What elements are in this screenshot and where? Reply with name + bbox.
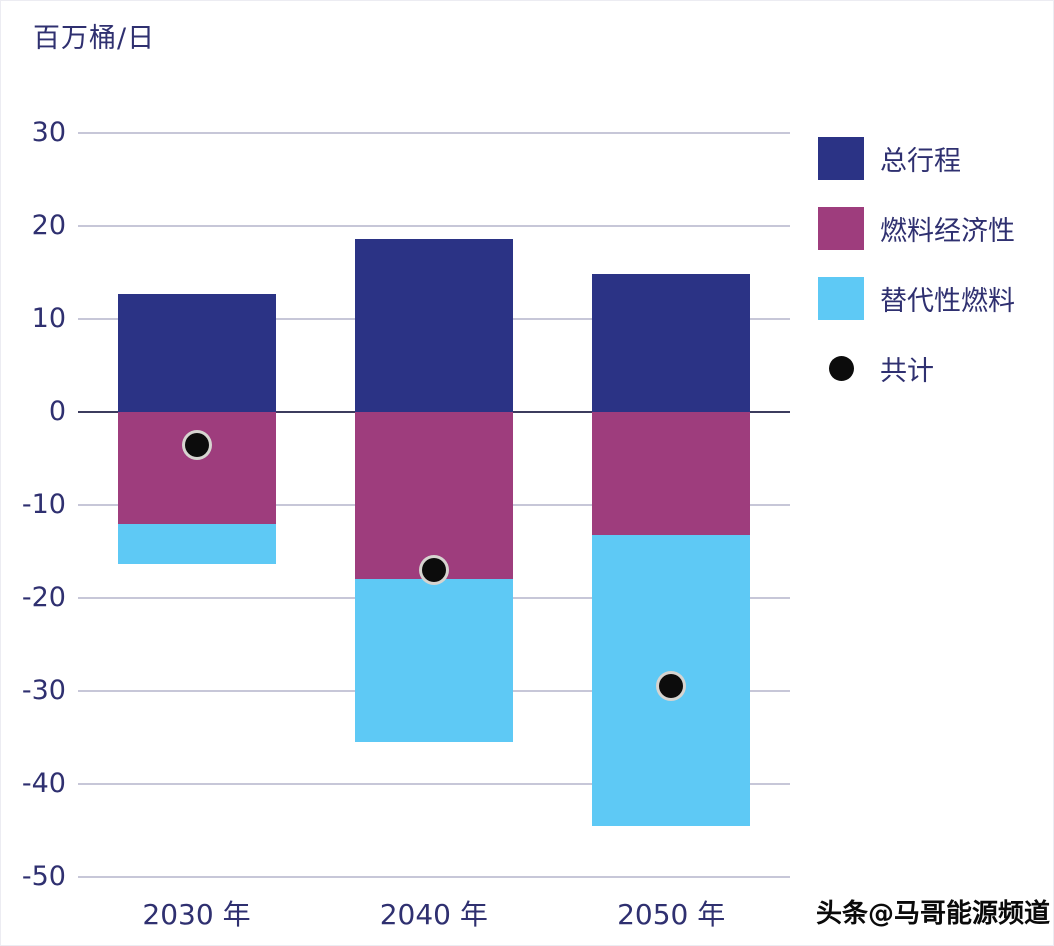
bar-segment	[117, 523, 276, 564]
legend-item-alternative-fuels: 替代性燃料	[818, 277, 1015, 320]
bar-segment	[117, 293, 276, 412]
legend-label-fuel-economy: 燃料经济性	[880, 216, 1015, 247]
y-tick-label: -20	[21, 582, 66, 613]
gridline	[78, 225, 790, 227]
legend-label-total-travel: 总行程	[880, 146, 961, 177]
y-tick-label: 10	[31, 303, 66, 334]
bar-segment	[355, 412, 513, 580]
gridline	[78, 132, 790, 134]
bar-segment	[592, 274, 751, 412]
legend: 总行程 燃料经济性 替代性燃料 共计	[818, 137, 1015, 417]
y-tick-label: 0	[48, 396, 66, 427]
legend-item-total: 共计	[818, 347, 1015, 390]
legend-item-total-travel: 总行程	[818, 137, 1015, 180]
bar-segment	[117, 412, 276, 524]
y-axis-unit-label: 百万桶/日	[33, 23, 156, 54]
legend-swatch-alternative-fuels	[818, 277, 864, 320]
x-tick-label: 2030 年	[142, 898, 251, 931]
legend-swatch-fuel-economy	[818, 207, 864, 250]
legend-label-total: 共计	[880, 356, 934, 387]
bar-segment	[355, 239, 513, 412]
total-dot	[656, 671, 687, 702]
total-dot	[419, 555, 449, 586]
legend-swatch-total-travel	[818, 137, 864, 180]
x-tick-label: 2050 年	[617, 898, 726, 931]
watermark: 头条@马哥能源频道	[815, 899, 1050, 929]
total-dot-icon	[828, 356, 854, 381]
bar-segment	[355, 579, 513, 743]
legend-item-fuel-economy: 燃料经济性	[818, 207, 1015, 250]
legend-dot-wrap	[818, 356, 864, 381]
y-tick-label: -30	[21, 675, 66, 706]
y-tick-label: -40	[21, 768, 66, 799]
gridline	[78, 783, 790, 785]
gridline	[78, 876, 790, 878]
total-dot	[181, 430, 212, 461]
legend-label-alternative-fuels: 替代性燃料	[880, 286, 1015, 317]
y-tick-label: -10	[21, 489, 66, 520]
y-tick-label: -50	[21, 861, 66, 892]
y-tick-label: 30	[31, 117, 66, 148]
bar-segment	[592, 412, 751, 535]
y-tick-label: 20	[31, 210, 66, 241]
x-tick-label: 2040 年	[379, 898, 488, 931]
